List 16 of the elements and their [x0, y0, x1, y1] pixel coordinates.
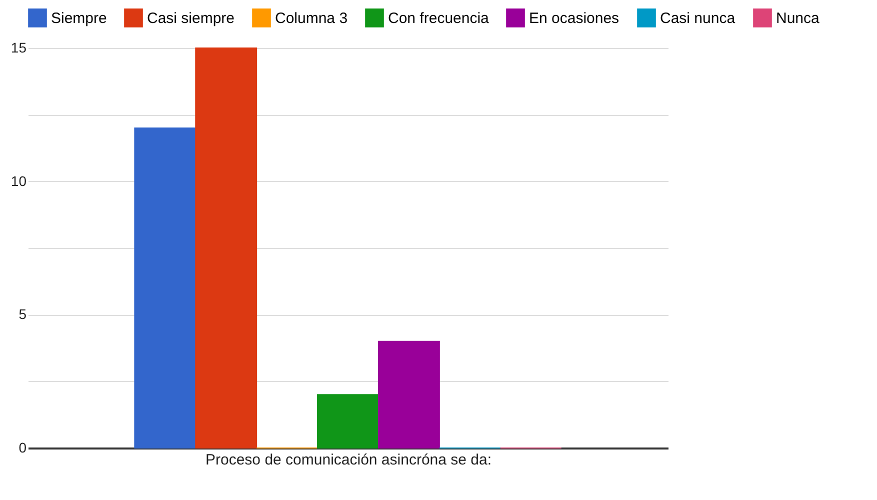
x-axis-title: Proceso de comunicación asincróna se da: — [206, 452, 492, 468]
bar — [317, 394, 379, 448]
y-tick-label: 0 — [18, 440, 27, 456]
bar — [195, 48, 258, 448]
y-tick-label: 15 — [10, 40, 27, 56]
legend-label: En ocasiones — [529, 10, 620, 27]
legend-label: Columna 3 — [275, 10, 348, 27]
legend-label: Con frecuencia — [388, 10, 490, 27]
legend-label: Casi siempre — [147, 10, 235, 27]
legend-label: Casi nunca — [660, 10, 736, 27]
bar — [378, 340, 440, 448]
legend-label: Siempre — [51, 10, 107, 27]
y-tick-label: 10 — [10, 172, 27, 189]
bar — [134, 128, 196, 448]
y-tick-label: 5 — [18, 306, 27, 322]
legend-label: Nunca — [776, 10, 820, 27]
